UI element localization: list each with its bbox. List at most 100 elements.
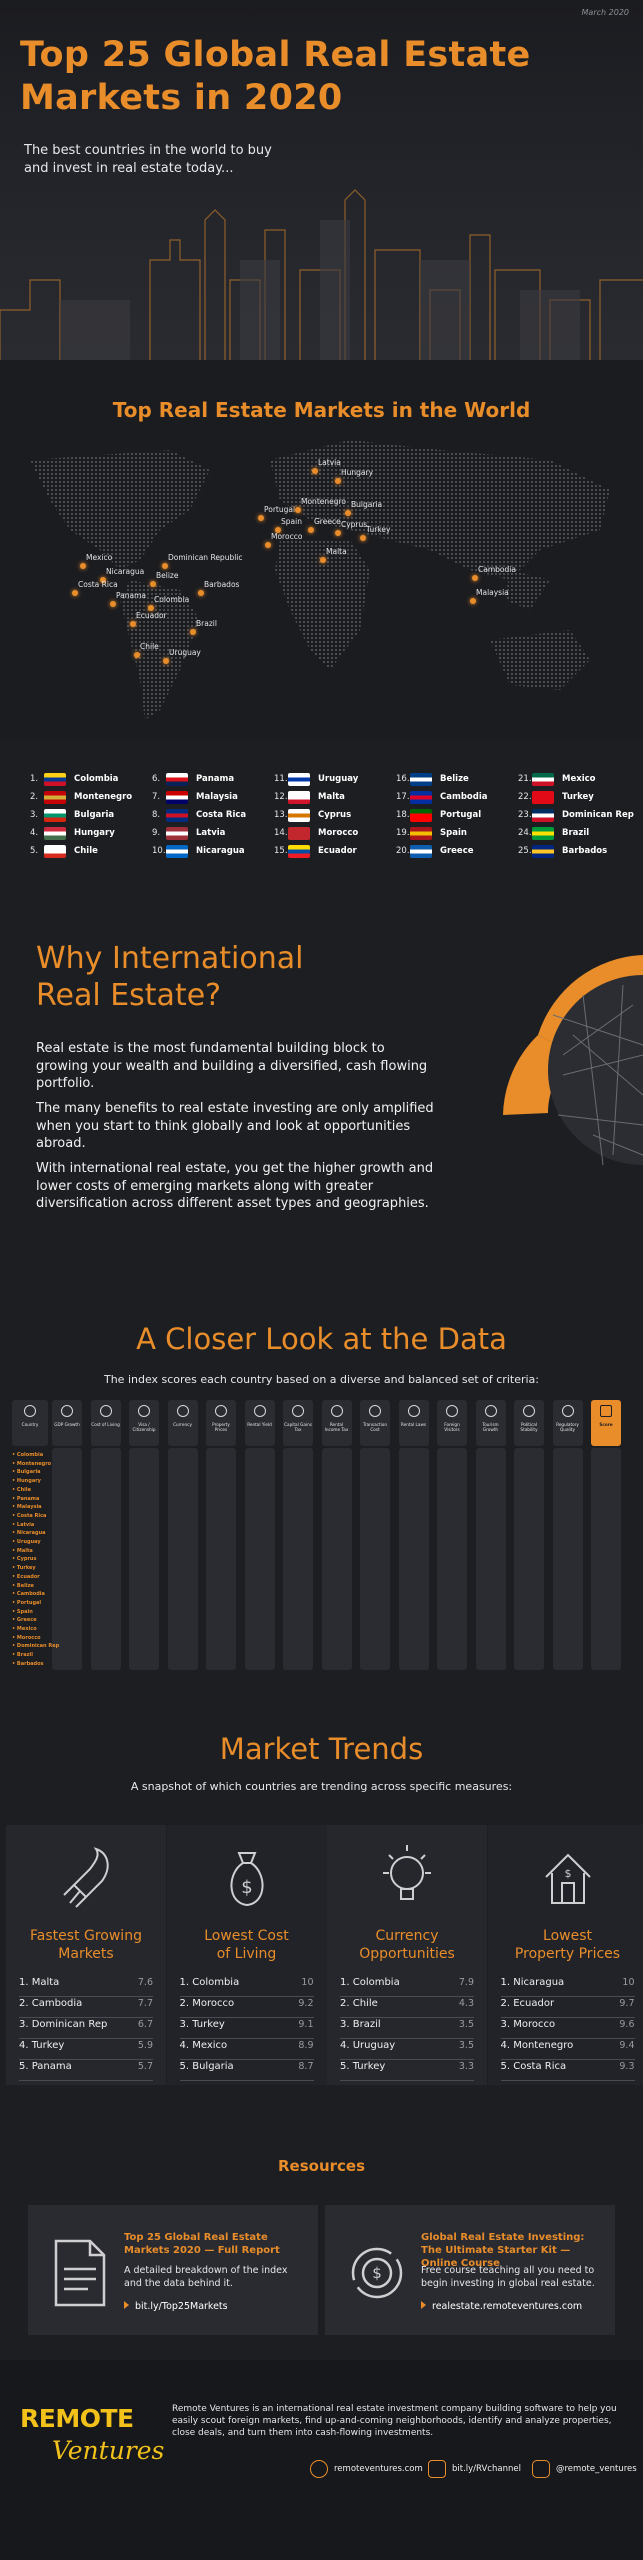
trend-card-title: Lowest Property Prices bbox=[488, 1927, 643, 1963]
trend-score: 9.3 bbox=[619, 2061, 635, 2072]
trend-title-line-2: of Living bbox=[216, 1946, 277, 1962]
map-marker-dot[interactable] bbox=[312, 468, 318, 474]
trend-country: 2. Cambodia bbox=[19, 1998, 83, 2009]
trend-list-item: 5. Bulgaria 8.7 bbox=[179, 2061, 314, 2081]
money-bag-icon: $ bbox=[230, 1852, 263, 1907]
criteria-icon bbox=[561, 1405, 574, 1417]
map-marker-dot[interactable] bbox=[275, 527, 281, 533]
map-marker-dot[interactable] bbox=[308, 527, 314, 533]
map-marker-dot[interactable] bbox=[258, 515, 264, 521]
country-list-item: 18. Portugal bbox=[396, 808, 481, 822]
remote-ventures-logo[interactable]: REMOTE Ventures bbox=[20, 2400, 164, 2480]
map-marker-dot[interactable] bbox=[470, 598, 476, 604]
resource-link-2[interactable]: realestate.remoteventures.com bbox=[421, 2301, 582, 2312]
trend-country: 3. Morocco bbox=[500, 2019, 556, 2030]
footer-link-website[interactable]: remoteventures.com bbox=[310, 2460, 423, 2478]
column-header: Tourism Growth bbox=[475, 1400, 506, 1446]
table-row-label: • Nicaragua bbox=[12, 1530, 46, 1537]
country-name: Ecuador bbox=[318, 846, 357, 856]
resource-card-course[interactable]: $ Global Real Estate Investing: The Ulti… bbox=[325, 2205, 615, 2335]
table-row-label: • Belize bbox=[12, 1582, 34, 1589]
country-list-item: 17. Cambodia bbox=[396, 790, 488, 804]
criteria-icon bbox=[600, 1405, 612, 1417]
resource-link-1[interactable]: bit.ly/Top25Markets bbox=[124, 2301, 228, 2312]
column-label: Property Prices bbox=[212, 1422, 230, 1432]
rocket-icon bbox=[63, 1847, 109, 1908]
map-marker-dot[interactable] bbox=[162, 563, 168, 569]
map-marker-dot[interactable] bbox=[150, 581, 156, 587]
trend-score: 8.9 bbox=[298, 2040, 314, 2051]
country-name: Belize bbox=[440, 774, 469, 784]
title-line-1: Top 25 Global Real Estate bbox=[20, 35, 531, 75]
trend-card: Fastest Growing Markets 1. Malta 7.6 2. Camb… bbox=[6, 1825, 166, 2085]
footer-link-youtube[interactable]: bit.ly/RVchannel bbox=[428, 2460, 521, 2478]
column-header: Rental Yield bbox=[244, 1400, 275, 1446]
map-marker-dot[interactable] bbox=[110, 601, 116, 607]
map-marker-dot[interactable] bbox=[148, 605, 154, 611]
country-list-item: 10. Nicaragua bbox=[152, 844, 245, 858]
country-name: Montenegro bbox=[74, 792, 133, 802]
column-label: Political Stability bbox=[520, 1422, 538, 1432]
criteria-icon bbox=[369, 1405, 381, 1417]
why-title-line-2: Real Estate? bbox=[36, 978, 222, 1013]
barbados-flag-icon bbox=[532, 844, 554, 858]
trend-title-line-1: Fastest Growing bbox=[30, 1928, 142, 1944]
map-marker-dot[interactable] bbox=[198, 590, 204, 596]
data-title: A Closer Look at the Data bbox=[136, 1322, 507, 1356]
bulgaria-flag-icon bbox=[44, 808, 66, 822]
map-marker-dot[interactable] bbox=[360, 535, 366, 541]
trend-card: $ Lowest Property Prices 1. Nicaragua 10 2. E… bbox=[487, 1825, 643, 2085]
trend-score: 10 bbox=[301, 1977, 314, 1988]
map-marker-dot[interactable] bbox=[345, 510, 351, 516]
country-list-item: 21. Mexico bbox=[518, 772, 596, 786]
cyprus-flag-icon bbox=[288, 808, 310, 822]
resource-card-report[interactable]: Top 25 Global Real Estate Markets 2020 —… bbox=[28, 2205, 318, 2335]
trend-score: 7.7 bbox=[137, 1998, 153, 2009]
map-marker-dot[interactable] bbox=[190, 629, 196, 635]
country-list-item: 9. Latvia bbox=[152, 826, 225, 840]
trend-card-title: Currency Opportunities bbox=[327, 1927, 487, 1963]
globe-icon bbox=[24, 1405, 36, 1417]
map-marker-dot[interactable] bbox=[295, 507, 301, 513]
resource-title-2: Global Real Estate Investing: The Ultima… bbox=[421, 2232, 585, 2269]
page-subtitle: The best countries in the world to buy an… bbox=[24, 142, 354, 178]
map-marker-dot[interactable] bbox=[335, 478, 341, 484]
column-track bbox=[514, 1448, 544, 1670]
instagram-link-text: @remote_ventures bbox=[556, 2464, 637, 2474]
trend-list-item: 3. Turkey 9.1 bbox=[179, 2019, 314, 2039]
why-title-line-1: Why International bbox=[36, 941, 304, 976]
document-icon bbox=[54, 2239, 106, 2307]
map-marker-dot[interactable] bbox=[265, 542, 271, 548]
trend-country: 1. Colombia bbox=[179, 1977, 240, 1988]
map-marker-label: Brazil bbox=[196, 619, 217, 628]
column-track bbox=[475, 1448, 506, 1670]
country-list-item: 8. Costa Rica bbox=[152, 808, 246, 822]
map-marker-label: Cambodia bbox=[478, 565, 516, 574]
city-map-circle-graphic bbox=[503, 955, 643, 1166]
trend-list-item: 3. Dominican Rep 6.7 bbox=[19, 2019, 153, 2039]
table-row-label: • Dominican Rep bbox=[12, 1643, 60, 1650]
map-marker-dot[interactable] bbox=[130, 621, 136, 627]
country-rank: 14. bbox=[274, 828, 288, 838]
map-marker-dot[interactable] bbox=[72, 590, 78, 596]
trend-country: 4. Montenegro bbox=[500, 2040, 574, 2051]
map-marker-label: Panama bbox=[116, 591, 147, 600]
footer-link-instagram[interactable]: @remote_ventures bbox=[532, 2460, 637, 2478]
svg-text:$: $ bbox=[564, 1867, 571, 1880]
country-name: Spain bbox=[440, 828, 467, 838]
map-marker-dot[interactable] bbox=[320, 557, 326, 563]
trend-score: 9.7 bbox=[619, 1998, 635, 2009]
map-marker-dot[interactable] bbox=[335, 530, 341, 536]
country-list-item: 11. Uruguay bbox=[274, 772, 358, 786]
map-marker-label: Portugal bbox=[264, 505, 296, 514]
map-marker-dot[interactable] bbox=[134, 652, 140, 658]
map-marker-dot[interactable] bbox=[472, 575, 478, 581]
map-marker-label: Chile bbox=[140, 642, 159, 651]
map-marker-dot[interactable] bbox=[163, 658, 169, 664]
map-marker-dot[interactable] bbox=[100, 577, 106, 583]
map-marker-dot[interactable] bbox=[80, 563, 86, 569]
turkey-flag-icon bbox=[532, 790, 554, 804]
trend-score: 9.1 bbox=[298, 2019, 314, 2030]
map-marker-label: Greece bbox=[314, 517, 341, 526]
market-trends-section: Market Trends A snapshot of which countr… bbox=[0, 1720, 643, 2120]
